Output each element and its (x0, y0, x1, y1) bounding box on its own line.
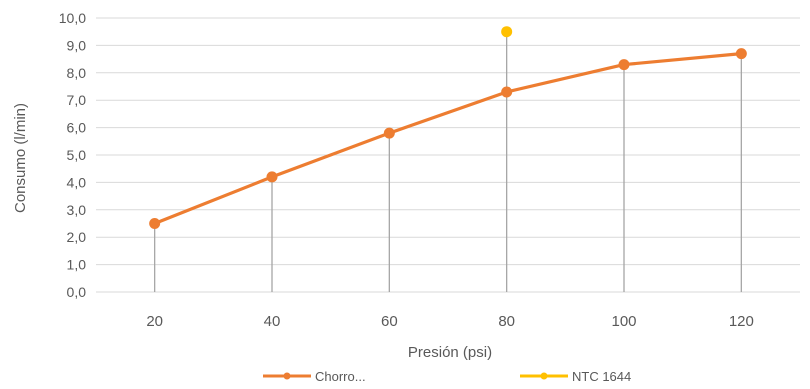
x-tick-label: 100 (611, 313, 636, 330)
series-2 (501, 26, 513, 38)
data-point (383, 127, 395, 139)
x-tick-label: 120 (729, 313, 754, 330)
series-1 (149, 48, 747, 229)
x-tick-label: 60 (381, 313, 398, 330)
y-tick-label: 5,0 (67, 147, 87, 163)
series-line (153, 52, 743, 226)
series-group (149, 26, 747, 229)
y-tick-label: 1,0 (67, 257, 87, 273)
y-tick-label: 10,0 (59, 10, 86, 26)
grid-lines (96, 17, 800, 293)
legend-swatch-marker (540, 372, 548, 380)
legend-item: Chorro... (263, 369, 366, 384)
y-tick-label: 2,0 (67, 229, 87, 245)
y-tick-label: 3,0 (67, 202, 87, 218)
legend-label: Chorro... (315, 369, 366, 384)
drop-lines (154, 31, 742, 292)
data-point (266, 171, 278, 183)
data-point (735, 48, 747, 60)
x-tick-label: 20 (146, 313, 163, 330)
y-tick-label: 6,0 (67, 120, 87, 136)
data-point (501, 86, 513, 98)
data-point (149, 218, 161, 229)
y-tick-label: 0,0 (67, 284, 87, 300)
x-axis-ticks: 20 40 60 80 100 120 (146, 313, 754, 330)
legend-label: NTC 1644 (572, 369, 631, 384)
legend-item: NTC 1644 (520, 369, 631, 384)
y-axis-label: Consumo (l/min) (12, 103, 29, 213)
y-tick-label: 9,0 (67, 37, 87, 53)
y-axis-ticks: 0,0 1,0 2,0 3,0 4,0 5,0 6,0 7,0 8,0 9,0 10,0 (59, 10, 86, 300)
x-axis-label: Presión (psi) (408, 344, 492, 361)
data-point (618, 59, 630, 71)
y-tick-label: 8,0 (67, 65, 87, 81)
x-tick-label: 80 (498, 313, 515, 330)
x-tick-label: 40 (264, 313, 281, 330)
y-tick-label: 4,0 (67, 174, 87, 190)
legend: Chorro... NTC 1644 (263, 369, 631, 384)
legend-swatch-marker (283, 372, 291, 380)
data-point (501, 26, 513, 38)
y-tick-label: 7,0 (67, 92, 87, 108)
